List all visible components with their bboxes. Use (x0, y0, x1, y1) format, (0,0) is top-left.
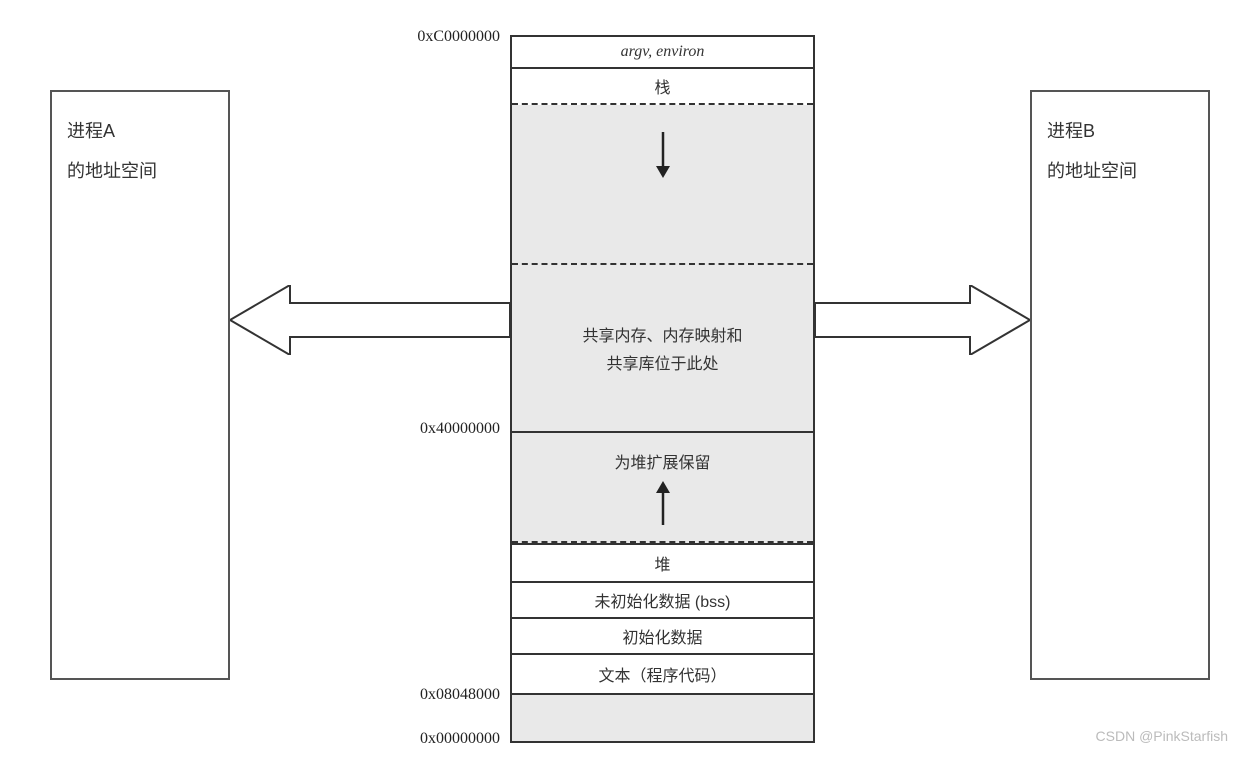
block-arrow-right-icon (815, 285, 1030, 355)
seg-heap-res-label: 为堆扩展保留 (614, 449, 710, 473)
arrow-down-icon (653, 130, 673, 180)
process-a-box: 进程A 的地址空间 (50, 90, 230, 680)
addr-code: 0x08048000 (390, 686, 500, 704)
process-a-line2: 的地址空间 (67, 152, 213, 192)
seg-heap-reserved: 为堆扩展保留 (512, 433, 813, 543)
block-arrow-left-icon (230, 285, 510, 355)
seg-stack-growth (512, 105, 813, 205)
arrow-up-icon (653, 481, 673, 525)
process-b-line2: 的地址空间 (1047, 152, 1193, 192)
seg-shared-line2: 共享库位于此处 (606, 350, 718, 374)
seg-stack-label: 栈 (654, 74, 670, 98)
process-a-line1: 进程A (67, 112, 213, 152)
seg-heap-label: 堆 (654, 551, 670, 575)
seg-data-label: 初始化数据 (622, 624, 702, 648)
seg-bss: 未初始化数据 (bss) (512, 583, 813, 619)
addr-mid: 0x40000000 (390, 420, 500, 438)
seg-text: 文本（程序代码） (512, 655, 813, 695)
process-b-line1: 进程B (1047, 112, 1193, 152)
seg-text-label: 文本（程序代码） (598, 662, 726, 686)
seg-data: 初始化数据 (512, 619, 813, 655)
seg-argv-label: argv, environ (621, 43, 705, 61)
seg-shared: 共享内存、内存映射和 共享库位于此处 (512, 265, 813, 433)
seg-shared-line1: 共享内存、内存映射和 (582, 322, 742, 346)
memory-column: argv, environ 栈 共享内存、内存映射和 共享库位于此处 为堆扩展保… (510, 35, 815, 743)
seg-argv: argv, environ (512, 37, 813, 69)
addr-top: 0xC0000000 (390, 28, 500, 46)
watermark: CSDN @PinkStarfish (1096, 728, 1228, 744)
seg-bss-label: 未初始化数据 (bss) (594, 588, 730, 612)
seg-stack: 栈 (512, 69, 813, 105)
addr-bottom: 0x00000000 (390, 730, 500, 748)
process-b-box: 进程B 的地址空间 (1030, 90, 1210, 680)
memory-layout-diagram: 进程A 的地址空间 进程B 的地址空间 0xC0000000 0x4000000… (20, 20, 1238, 748)
seg-zero (512, 695, 813, 741)
seg-heap: 堆 (512, 543, 813, 583)
seg-free-gap (512, 205, 813, 265)
